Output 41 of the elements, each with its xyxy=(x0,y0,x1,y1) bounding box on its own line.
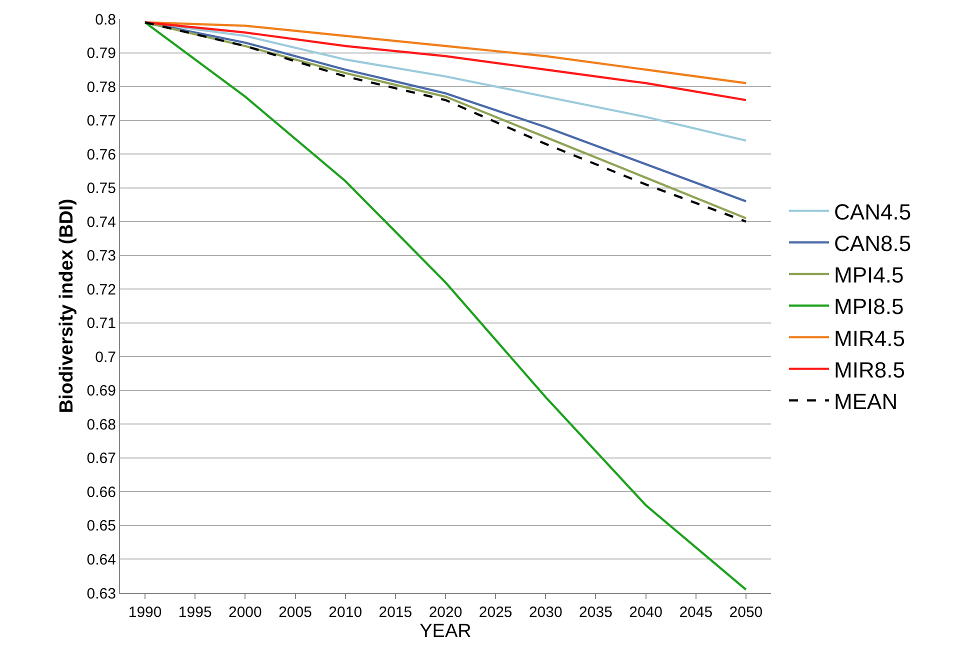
legend-label: MPI8.5 xyxy=(834,294,904,320)
y-tick-label: 0.78 xyxy=(86,78,116,96)
y-tick-label: 0.69 xyxy=(86,382,116,400)
line-series xyxy=(144,21,748,591)
x-tick-label: 2010 xyxy=(328,604,362,621)
x-tick-label: 2015 xyxy=(378,604,412,621)
y-tick-label: 0.75 xyxy=(86,180,116,198)
y-tick-label: 0.66 xyxy=(86,484,116,501)
x-axis-title: YEAR xyxy=(420,621,472,642)
x-tick-label: 1995 xyxy=(178,604,212,621)
y-tick-label: 0.7 xyxy=(95,348,116,366)
y-tick-label: 0.68 xyxy=(86,416,116,434)
x-tick-label: 2050 xyxy=(729,604,763,621)
y-tick-label: 0.77 xyxy=(86,112,116,130)
y-tick-label: 0.79 xyxy=(86,45,116,62)
y-axis-title: Biodiversity index (BDI) xyxy=(56,198,78,414)
legend-label: MEAN xyxy=(834,388,898,414)
legend-label: MPI4.5 xyxy=(834,262,904,288)
y-tick-label: 0.64 xyxy=(86,551,116,568)
legend-label: MIR4.5 xyxy=(834,326,905,351)
y-tick-label: 0.74 xyxy=(86,214,116,231)
x-tick-label: 2040 xyxy=(629,604,662,621)
legend-label: MIR8.5 xyxy=(834,357,905,382)
legend-label: CAN8.5 xyxy=(834,230,912,256)
x-tick-label: 2005 xyxy=(278,604,312,621)
y-tick-label: 0.65 xyxy=(86,518,116,535)
x-tick-label: 2035 xyxy=(579,604,612,621)
legend-label: CAN4.5 xyxy=(834,199,912,224)
x-tick-label: 2000 xyxy=(228,604,262,621)
y-tick-label: 0.73 xyxy=(86,248,116,265)
x-tick-label: 2030 xyxy=(528,604,562,621)
y-tick-label: 0.71 xyxy=(86,315,116,332)
x-tick-label: 1990 xyxy=(128,604,162,621)
y-tick-label: 0.72 xyxy=(86,281,116,298)
y-tick-label: 0.8 xyxy=(95,11,116,28)
y-tick-label: 0.76 xyxy=(86,146,116,164)
x-tick-label: 2020 xyxy=(428,604,462,621)
y-tick-label: 0.67 xyxy=(86,450,116,468)
x-tick-label: 2045 xyxy=(679,604,713,621)
x-tick-label: 2025 xyxy=(478,604,512,621)
y-tick-label: 0.63 xyxy=(86,585,116,602)
